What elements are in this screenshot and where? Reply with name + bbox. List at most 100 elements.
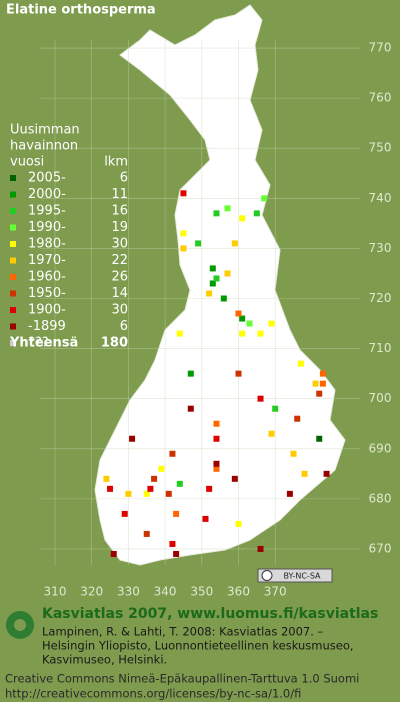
map-title: Elatine orthosperma <box>6 3 156 18</box>
y-tick-label: 730 <box>369 241 392 255</box>
observation-square <box>176 480 183 487</box>
observation-square <box>239 330 246 337</box>
observations <box>103 190 330 557</box>
legend-count: 30 <box>111 237 128 252</box>
observation-square <box>253 210 260 217</box>
observation-square <box>286 490 293 497</box>
observation-square <box>213 465 220 472</box>
observation-square <box>246 320 253 327</box>
x-tick-label: 330 <box>117 585 140 599</box>
legend-count: 14 <box>111 286 128 301</box>
observation-square <box>195 240 202 247</box>
legend-swatch <box>10 340 16 346</box>
observation-square <box>158 465 165 472</box>
x-tick-label: 370 <box>264 585 287 599</box>
legend-swatch <box>10 208 16 214</box>
legend-label: ??? <box>28 336 49 351</box>
observation-square <box>103 475 110 482</box>
observation-square <box>239 315 246 322</box>
observation-square <box>235 370 242 377</box>
observation-square <box>206 485 213 492</box>
observation-square <box>187 370 194 377</box>
legend-label: 1950- <box>28 286 66 301</box>
observation-square <box>169 540 176 547</box>
observation-square <box>173 510 180 517</box>
observation-square <box>235 520 242 527</box>
observation-square <box>165 490 172 497</box>
observation-square <box>180 245 187 252</box>
observation-square <box>173 550 180 557</box>
observation-square <box>110 550 117 557</box>
observation-square <box>261 195 268 202</box>
legend-label: 2000- <box>28 187 66 202</box>
legend-count: 26 <box>111 270 128 285</box>
legend-count: 11 <box>111 187 128 202</box>
x-tick-label: 320 <box>80 585 103 599</box>
observation-square <box>107 485 114 492</box>
observation-square <box>257 395 264 402</box>
observation-square <box>180 190 187 197</box>
legend-swatch <box>10 241 16 247</box>
legend-label: 1980- <box>28 237 66 252</box>
license-line: http://creativecommons.org/licenses/by-n… <box>5 687 301 701</box>
license-line: Creative Commons Nimeä-Epäkaupallinen-Ta… <box>5 672 359 686</box>
legend-swatch <box>10 307 16 313</box>
y-tick-label: 720 <box>369 291 392 305</box>
observation-square <box>319 380 326 387</box>
observation-square <box>143 490 150 497</box>
observation-square <box>316 390 323 397</box>
x-tick-label: 360 <box>227 585 250 599</box>
observation-square <box>187 405 194 412</box>
observation-square <box>125 490 132 497</box>
observation-square <box>235 310 242 317</box>
legend-swatch <box>10 224 16 231</box>
x-tick-label: 350 <box>190 585 213 599</box>
legend-count: 16 <box>111 204 128 219</box>
observation-square <box>224 270 231 277</box>
citation-line: Lampinen, R. & Lahti, T. 2008: Kasviatla… <box>42 625 324 639</box>
observation-square <box>151 475 158 482</box>
legend-count: 0 <box>120 336 128 351</box>
observation-square <box>176 330 183 337</box>
observation-square <box>312 380 319 387</box>
observation-square <box>231 475 238 482</box>
legend-count: 22 <box>111 253 128 268</box>
observation-square <box>272 405 279 412</box>
legend-total-label: Yhteensä <box>9 336 78 351</box>
observation-square <box>180 230 187 237</box>
legend-label: -1899 <box>28 319 66 334</box>
observation-square <box>319 370 326 377</box>
country-outline <box>94 4 346 566</box>
y-tick-label: 770 <box>369 41 392 55</box>
observation-square <box>169 450 176 457</box>
x-tick-label: 310 <box>44 585 67 599</box>
legend-swatch <box>10 191 16 198</box>
legend-count: 30 <box>111 303 128 318</box>
observation-square <box>129 435 136 442</box>
legend: 2005- 6 2000- 11 1995- 16 1990- 19 1980- 30 1970- 2… <box>10 171 128 351</box>
observation-square <box>209 280 216 287</box>
observation-square <box>202 515 209 522</box>
y-tick-label: 690 <box>369 441 392 455</box>
legend-label: 1970- <box>28 253 66 268</box>
legend-swatch <box>10 257 16 264</box>
observation-square <box>316 435 323 442</box>
observation-square <box>213 460 220 467</box>
legend-count: 6 <box>120 319 128 334</box>
legend-label: 1960- <box>28 270 66 285</box>
legend-total-count: 180 <box>101 336 128 351</box>
y-tick-label: 700 <box>369 391 392 405</box>
license-badge: BY-NC-SA <box>257 568 333 583</box>
observation-square <box>290 450 297 457</box>
observation-square <box>239 215 246 222</box>
observation-square <box>213 275 220 282</box>
legend-count-header: lkm <box>104 155 128 170</box>
legend-header: Uusimman <box>10 123 80 138</box>
legend-swatch <box>10 323 16 330</box>
observation-square <box>213 435 220 442</box>
site-title: Kasviatlas 2007, www.luomus.fi/kasviatla… <box>42 606 378 622</box>
y-tick-label: 680 <box>369 491 392 505</box>
observation-square <box>213 420 220 427</box>
legend-count: 19 <box>111 220 128 235</box>
